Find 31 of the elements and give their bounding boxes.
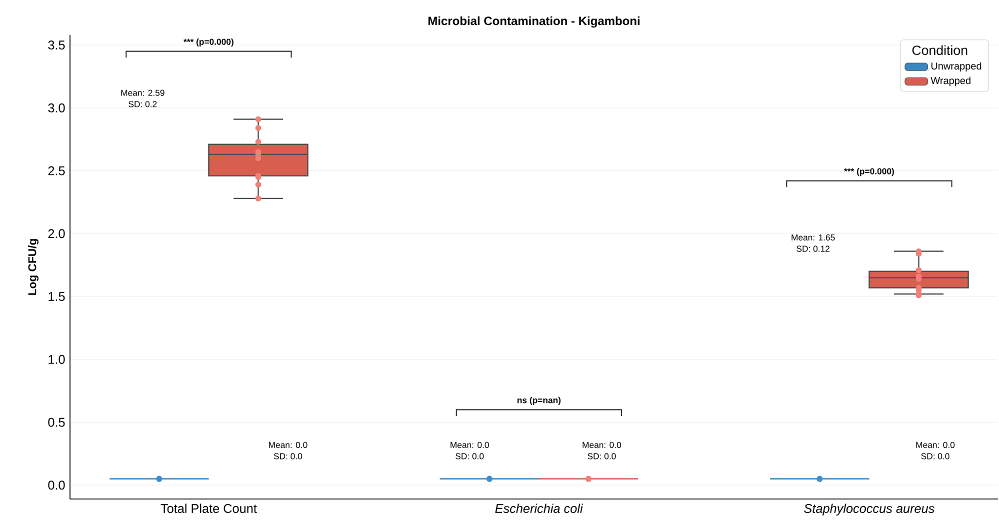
x-tick-label: Total Plate Count xyxy=(160,504,257,513)
annotation: ns (p=nan) xyxy=(517,396,561,405)
annotation: *** (p=0.000) xyxy=(184,38,234,47)
legend-label: Unwrapped xyxy=(931,62,982,72)
legend-label: Wrapped xyxy=(930,76,970,86)
x-tick-label: Staphylococcus aureus xyxy=(804,504,934,516)
y-tick-label: 3.0 xyxy=(48,103,65,112)
annotation: Mean: 2.59 xyxy=(121,90,164,96)
annotation: SD: 0.0 xyxy=(588,453,616,460)
annotation: SD: 0.12 xyxy=(796,246,830,252)
annotation: *** (p=0.000) xyxy=(844,168,894,176)
annotation: SD: 0.0 xyxy=(456,453,484,460)
y-tick-label: 0.5 xyxy=(48,418,65,427)
annotation: SD: 0.0 xyxy=(921,453,950,460)
annotation: Mean: 0.0 xyxy=(916,442,955,448)
annotation: SD: 0.0 xyxy=(274,453,302,460)
chart-title: Microbial Contamination - Kigamboni xyxy=(428,16,640,28)
annotation: Mean: 1.65 xyxy=(792,234,835,240)
y-tick-label: 1.0 xyxy=(48,354,65,364)
y-tick-label: 2.0 xyxy=(48,229,65,238)
y-axis-title: Log CFU/g xyxy=(28,239,39,295)
annotation: Mean: 0.0 xyxy=(269,442,308,448)
y-tick-label: 0.0 xyxy=(48,480,65,490)
annotation: Mean: 0.0 xyxy=(450,442,489,448)
annotation: Mean: 0.0 xyxy=(582,442,622,448)
y-tick-label: 3.5 xyxy=(48,40,65,50)
y-tick-label: 1.5 xyxy=(48,292,65,301)
x-tick-label: Escherichia coli xyxy=(495,504,584,513)
legend-title: Condition xyxy=(912,45,968,55)
annotation: SD: 0.2 xyxy=(128,101,157,108)
y-tick-label: 2.5 xyxy=(48,166,65,176)
